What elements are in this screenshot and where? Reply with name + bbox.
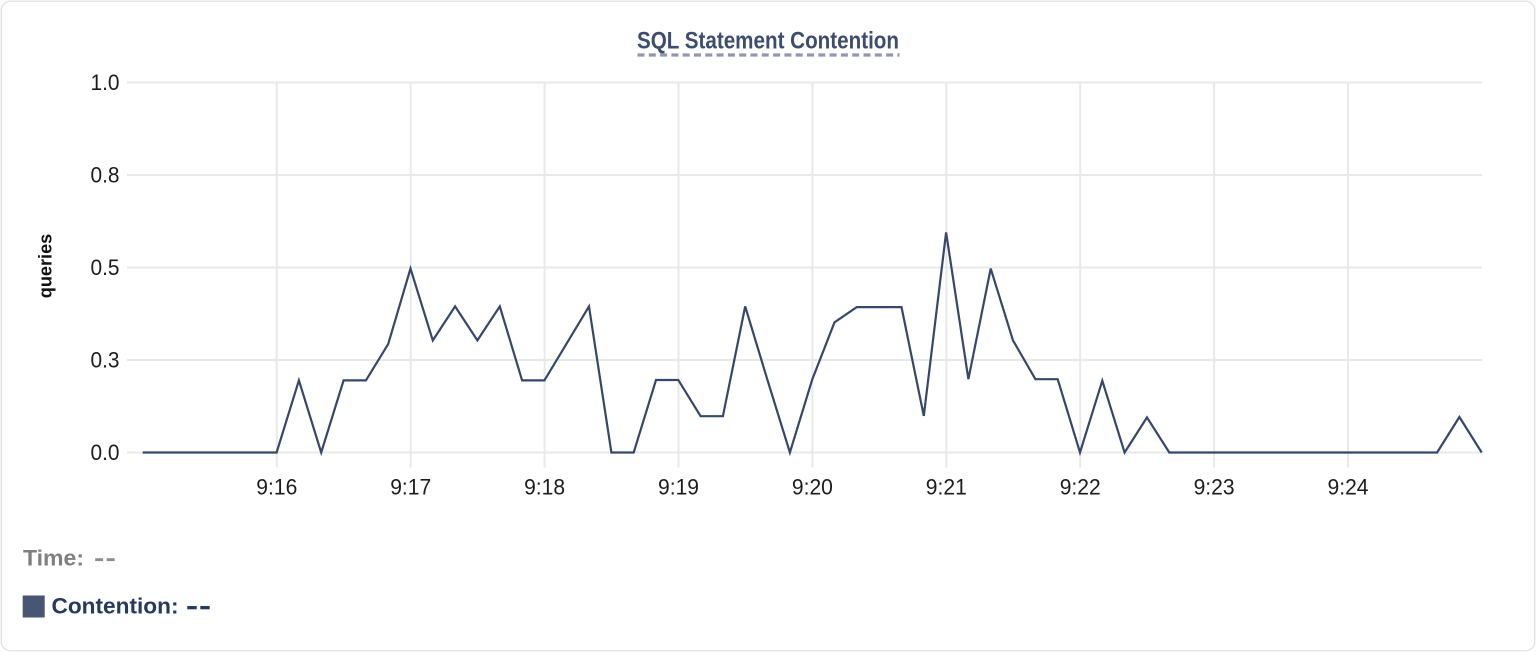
svg-text:9:18: 9:18 — [524, 475, 565, 500]
svg-text:queries: queries — [36, 234, 56, 299]
svg-text:9:16: 9:16 — [256, 475, 297, 500]
svg-text:0.3: 0.3 — [91, 348, 120, 373]
svg-text:0.8: 0.8 — [91, 163, 120, 188]
svg-text:9:17: 9:17 — [390, 475, 431, 500]
svg-text:9:20: 9:20 — [792, 475, 833, 500]
svg-text:9:23: 9:23 — [1194, 475, 1235, 500]
svg-text:9:19: 9:19 — [658, 475, 699, 500]
svg-text:SQL Statement Contention: SQL Statement Contention — [637, 28, 899, 55]
svg-text:9:22: 9:22 — [1060, 475, 1101, 500]
svg-text:1.0: 1.0 — [91, 70, 120, 95]
svg-text:9:21: 9:21 — [926, 475, 967, 500]
svg-text:0.5: 0.5 — [91, 255, 120, 280]
svg-text:0.0: 0.0 — [91, 440, 120, 465]
svg-text:9:24: 9:24 — [1328, 475, 1369, 500]
svg-text:Time:: Time: — [23, 546, 84, 571]
svg-text:Contention:: Contention: — [52, 594, 179, 619]
